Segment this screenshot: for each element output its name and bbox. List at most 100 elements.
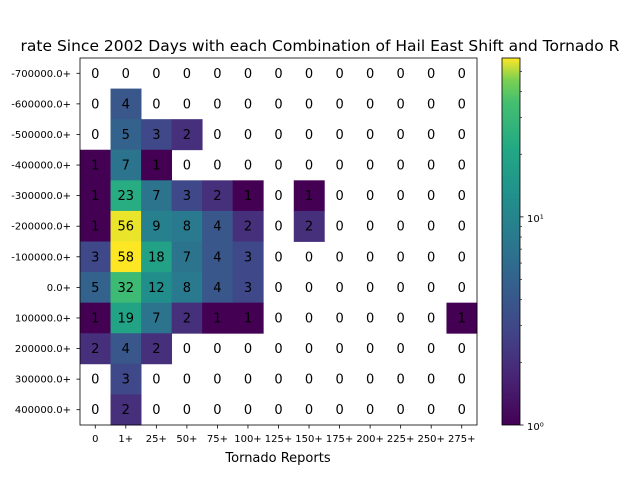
cell-value-label: 0 [305, 67, 313, 82]
cell-value-label: 0 [366, 67, 374, 82]
heatmap-cell [171, 241, 203, 273]
cell-value-label: 0 [244, 373, 252, 388]
heatmap-cell [446, 302, 478, 334]
cell-value-label: 0 [397, 97, 405, 112]
cell-value-label: 4 [213, 281, 221, 296]
cell-value-label: 5 [91, 281, 99, 296]
x-tick-label: 1+ [118, 434, 133, 445]
x-axis: 0 1+ 25+ 50+ 75+ 100+ 125+ 150+ 175+ 200+ 225+ 250+… [92, 425, 475, 445]
x-tick-label: 225+ [387, 434, 414, 445]
cell-value-label: 0 [91, 373, 99, 388]
cell-value-label: 0 [183, 342, 191, 357]
cell-value-label: 0 [427, 67, 435, 82]
heatmap-cell [141, 210, 173, 242]
heatmap-cell [171, 119, 203, 151]
heatmap-cell [141, 333, 173, 365]
cell-value-label: 8 [183, 220, 191, 235]
cell-value-label: 0 [91, 97, 99, 112]
x-tick-label: 0 [92, 434, 98, 445]
cell-value-label: 0 [274, 159, 282, 174]
cell-value-label: 0 [91, 128, 99, 143]
x-tick-label: 75+ [207, 434, 228, 445]
heatmap-cell [110, 302, 142, 334]
y-tick-label: -600000.0+ [11, 99, 71, 110]
cell-value-label: 1 [91, 311, 99, 326]
cell-value-label: 12 [148, 281, 165, 296]
cell-value-label: 1 [305, 189, 313, 204]
cell-value-label: 2 [244, 220, 252, 235]
x-tick-label: 100+ [234, 434, 261, 445]
cell-value-label: 0 [335, 342, 343, 357]
cell-value-label: 0 [213, 128, 221, 143]
cell-value-label: 0 [183, 403, 191, 418]
x-tick-label: 200+ [356, 434, 383, 445]
cell-value-label: 0 [183, 373, 191, 388]
cell-value-label: 0 [366, 342, 374, 357]
cell-value-label: 0 [335, 67, 343, 82]
cell-value-label: 0 [366, 403, 374, 418]
y-tick-label: -100000.0+ [11, 252, 71, 263]
cell-value-label: 19 [118, 311, 135, 326]
cell-value-label: 1 [91, 189, 99, 204]
heatmap-cell [80, 210, 111, 242]
cell-value-label: 2 [91, 342, 99, 357]
cell-value-label: 1 [152, 159, 160, 174]
x-tick-label: 250+ [417, 434, 444, 445]
y-tick-label: -700000.0+ [11, 69, 71, 80]
heatmap-cell [110, 363, 142, 395]
heatmap-cell [202, 302, 234, 334]
cell-value-label: 0 [213, 342, 221, 357]
heatmap-cell [232, 302, 264, 334]
cell-value-label: 0 [366, 97, 374, 112]
heatmap-cell [171, 180, 203, 212]
cell-value-label: 0 [152, 97, 160, 112]
colorbar-axis: 10⁰ 10¹ [520, 71, 544, 433]
cell-value-label: 0 [458, 220, 466, 235]
cell-value-label: 0 [274, 342, 282, 357]
heatmap-cell [232, 241, 264, 273]
cell-value-label: 4 [122, 342, 130, 357]
cell-value-label: 0 [335, 220, 343, 235]
cell-value-label: 1 [458, 311, 466, 326]
cell-value-label: 3 [244, 281, 252, 296]
cell-value-label: 4 [213, 250, 221, 265]
cell-value-label: 0 [305, 403, 313, 418]
heatmap-cell [80, 302, 111, 334]
cell-value-label: 0 [274, 189, 282, 204]
heatmap-cell [293, 180, 325, 212]
cell-value-label: 1 [91, 159, 99, 174]
cell-value-label: 0 [427, 159, 435, 174]
colorbar-tick-label: 10⁰ [527, 422, 544, 433]
cell-value-label: 0 [366, 220, 374, 235]
cell-value-label: 0 [397, 250, 405, 265]
heatmap-cell [110, 119, 142, 151]
cell-value-label: 0 [274, 250, 282, 265]
cell-value-label: 0 [274, 128, 282, 143]
cell-value-label: 0 [91, 403, 99, 418]
heatmap-cell [293, 210, 325, 242]
cell-value-label: 7 [152, 189, 160, 204]
cell-value-label: 1 [244, 189, 252, 204]
cell-value-label: 0 [244, 403, 252, 418]
cell-value-label: 4 [213, 220, 221, 235]
cell-value-label: 0 [427, 250, 435, 265]
cell-value-label: 0 [427, 342, 435, 357]
cell-value-label: 2 [152, 342, 160, 357]
cell-value-label: 0 [274, 67, 282, 82]
cell-value-label: 3 [183, 189, 191, 204]
cell-value-label: 0 [397, 189, 405, 204]
heatmap-cell [232, 272, 264, 304]
cell-value-label: 0 [274, 281, 282, 296]
cell-value-label: 0 [427, 311, 435, 326]
cell-value-label: 0 [335, 281, 343, 296]
cell-value-label: 23 [118, 189, 135, 204]
y-tick-label: 400000.0+ [15, 405, 71, 416]
x-tick-label: 175+ [326, 434, 353, 445]
cell-value-label: 0 [366, 250, 374, 265]
cell-value-label: 0 [213, 373, 221, 388]
cell-value-label: 0 [91, 67, 99, 82]
cell-value-label: 0 [427, 281, 435, 296]
cell-value-label: 0 [213, 159, 221, 174]
cell-value-label: 0 [427, 189, 435, 204]
cell-value-label: 0 [183, 67, 191, 82]
